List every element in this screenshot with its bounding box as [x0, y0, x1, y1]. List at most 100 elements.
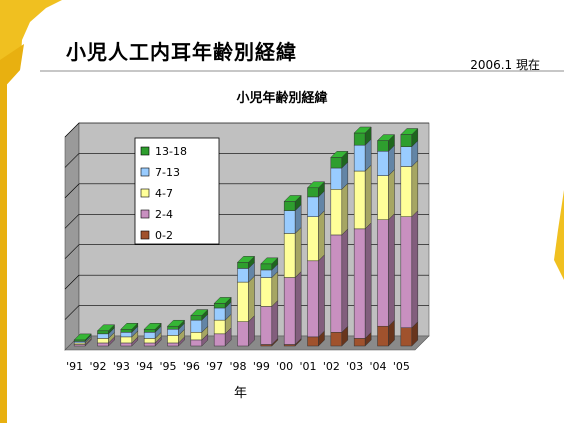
bar-segment — [190, 315, 203, 321]
bar-segment — [120, 336, 133, 344]
bar-segment — [167, 329, 179, 336]
bar-segment — [283, 210, 296, 234]
bar-top — [190, 309, 209, 316]
bar-segment-side — [411, 159, 419, 218]
bar-segment-side — [271, 299, 279, 346]
chart-title: 小児年齢別経緯 — [236, 91, 328, 106]
legend-label: 7-13 — [155, 166, 180, 179]
bar-segment — [190, 332, 203, 341]
bar-segment — [330, 157, 343, 169]
bar-segment — [307, 216, 319, 262]
bar-top — [330, 151, 349, 158]
bar-segment — [400, 134, 413, 147]
bar-segment — [307, 336, 319, 347]
bar-segment — [330, 189, 343, 236]
bar-segment — [143, 332, 156, 339]
bar-segment — [307, 196, 319, 217]
bar-segment — [330, 167, 343, 190]
bar-segment — [377, 175, 389, 220]
x-tick-label: '92 — [89, 360, 106, 373]
bar-segment — [260, 306, 273, 345]
gridline-side — [64, 274, 80, 290]
bar-segment — [283, 277, 296, 345]
bar-segment — [353, 338, 366, 347]
x-tick-label: '97 — [206, 360, 223, 373]
bar-top — [260, 257, 279, 265]
bar-top — [400, 128, 419, 135]
x-tick-label: '99 — [253, 360, 270, 373]
bar-top — [236, 256, 256, 263]
legend-swatch — [140, 167, 150, 177]
x-tick-label: '98 — [229, 360, 246, 373]
bar-segment — [400, 166, 413, 217]
bar-segment-side — [248, 275, 255, 323]
bar-segment-side — [388, 213, 395, 327]
slide-title: 小児人工内耳年齢別経緯 — [66, 40, 297, 64]
legend-swatch — [140, 230, 150, 240]
bar-segment-side — [294, 270, 302, 346]
bar-top — [120, 323, 139, 330]
bar-segment — [260, 277, 273, 307]
bar-segment — [377, 325, 389, 347]
legend-swatch — [140, 209, 150, 219]
bar-segment — [167, 325, 179, 330]
x-tick-label: '96 — [183, 360, 200, 373]
bar-top — [213, 297, 232, 304]
legend-label: 4-7 — [155, 187, 173, 200]
right-edge-decoration — [554, 190, 564, 280]
legend-label: 13-18 — [155, 145, 187, 158]
bar-segment-side — [341, 182, 349, 236]
bar-segment — [330, 332, 343, 347]
bar-segment — [143, 342, 156, 347]
bar-segment — [167, 342, 179, 347]
bar-segment — [353, 228, 366, 339]
x-tick-label: '93 — [113, 360, 130, 373]
bar-segment — [260, 269, 273, 278]
bar-segment — [377, 219, 389, 327]
bar-segment-side — [318, 254, 325, 338]
bar-segment — [237, 268, 249, 283]
bar-segment — [237, 281, 249, 322]
bar-segment — [120, 332, 133, 338]
bar-segment — [213, 333, 226, 347]
title-divider — [40, 70, 564, 72]
bar-top — [73, 333, 92, 341]
bar-segment — [400, 146, 413, 167]
bar-segment — [353, 170, 366, 230]
x-tick-label: '95 — [159, 360, 176, 373]
bar-segment — [283, 201, 296, 211]
bar-segment — [307, 187, 319, 198]
bar-segment — [143, 329, 156, 333]
gridline-side — [64, 153, 80, 168]
date-note: 2006.1 現在 — [470, 58, 540, 72]
bar-segment — [400, 216, 413, 328]
left-edge-bar — [0, 70, 7, 423]
bar-segment — [283, 233, 296, 278]
bar-segment — [97, 342, 109, 347]
bar-segment-side — [364, 222, 372, 339]
bar-segment — [97, 338, 109, 344]
bar-segment — [97, 330, 109, 335]
x-tick-label: '94 — [136, 360, 153, 373]
gridline-side — [64, 214, 80, 229]
x-tick-label: '03 — [346, 360, 363, 373]
gridline-side — [64, 244, 80, 259]
bar-top — [143, 323, 162, 330]
legend-label: 0-2 — [155, 229, 173, 242]
bar-top — [96, 324, 116, 332]
x-tick-label: '02 — [323, 360, 340, 373]
bar-segment-side — [364, 164, 372, 230]
bar-top — [306, 181, 326, 189]
bar-segment-side — [318, 210, 325, 262]
bar-segment — [213, 303, 226, 309]
bar-top — [353, 126, 372, 134]
bar-segment — [237, 262, 249, 269]
bar-segment — [400, 327, 413, 347]
bar-segment — [377, 151, 389, 176]
bar-segment — [213, 319, 226, 335]
bar-top — [166, 319, 186, 327]
bar-segment — [190, 339, 203, 347]
gridline-side — [64, 305, 80, 320]
bar-segment-side — [411, 210, 419, 329]
